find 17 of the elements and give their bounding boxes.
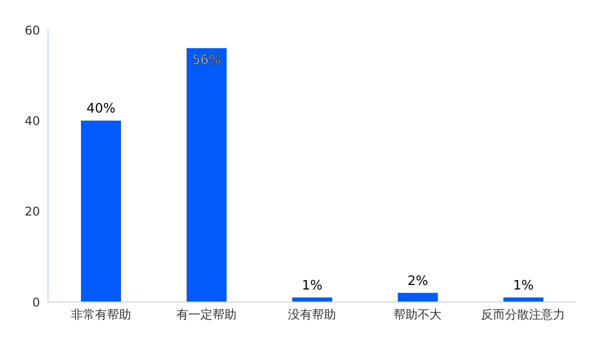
y-tick-label: 60 [24,23,40,38]
y-tick-label: 40 [24,114,40,128]
y-tick-label: 20 [24,204,40,219]
x-tick-label: 帮助不大 [394,308,442,322]
x-tick-label: 非常有帮助 [70,308,131,322]
data-label: 56% [192,53,222,68]
bar [398,292,438,302]
y-tick-label: 0 [32,295,40,310]
data-label: 1% [513,278,534,294]
x-tick-label: 反而分散注意力 [481,308,566,322]
x-tick-label: 没有帮助 [288,308,336,322]
bar [186,48,227,302]
data-label: 40% [86,102,116,117]
bar [81,120,121,302]
data-label: 2% [407,274,428,289]
x-tick-label: 有一定帮助 [176,308,236,322]
data-label: 1% [302,278,323,294]
